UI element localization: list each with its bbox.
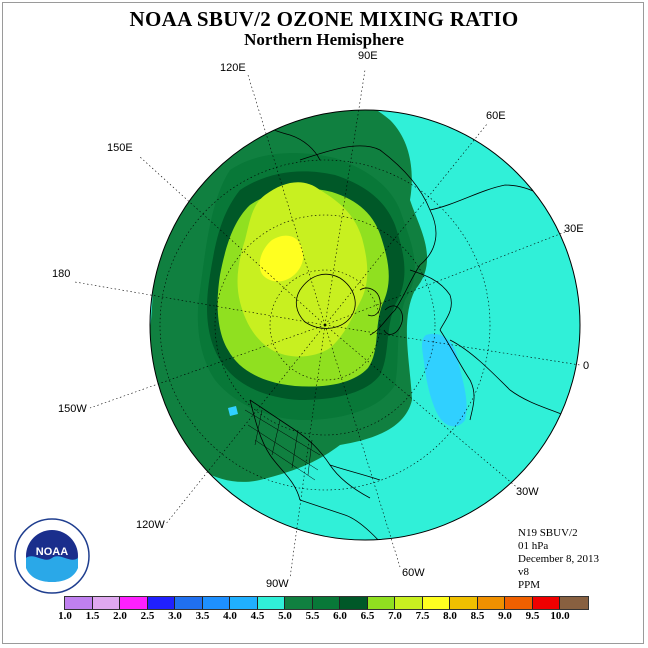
legend-tick-label: 4.5 — [250, 610, 265, 622]
map-subtitle: Northern Hemisphere — [244, 30, 404, 49]
lon-label-90e: 90E — [358, 50, 378, 62]
info-instrument: N19 SBUV/2 — [518, 527, 578, 539]
legend-swatch — [395, 597, 423, 609]
legend-tick-label: 9.0 — [498, 610, 512, 622]
lon-label-0: 0 — [583, 360, 590, 372]
legend-swatch — [477, 597, 505, 609]
logo-text: NOAA — [36, 546, 68, 558]
legend-tick-label: 3.0 — [168, 610, 182, 622]
legend-swatch — [230, 597, 258, 609]
legend-tick-label: 10.0 — [550, 610, 570, 622]
legend-swatch — [92, 597, 120, 609]
graticule — [74, 69, 581, 579]
legend-tick-label: 7.5 — [415, 610, 430, 622]
legend-tick-label: 9.5 — [525, 610, 540, 622]
lon-label-120w: 120W — [136, 519, 165, 531]
color-legend — [64, 596, 589, 610]
contour-7-5 — [259, 235, 304, 282]
lon-label-150w: 150W — [58, 403, 87, 415]
legend-tick-label: 1.0 — [58, 610, 72, 622]
info-version: v8 — [518, 566, 529, 578]
lon-label-120e: 120E — [220, 62, 246, 74]
legend-swatch — [147, 597, 175, 609]
logo-wave — [26, 556, 78, 582]
map-boundary — [149, 109, 581, 541]
legend-swatch — [450, 597, 478, 609]
legend-tick-label: 8.0 — [443, 610, 457, 622]
contour-4-5-low-b — [228, 406, 238, 416]
state-borders — [244, 409, 321, 481]
lon-label-150e: 150E — [107, 142, 133, 154]
legend-tick-label: 1.5 — [85, 610, 100, 622]
legend-swatch — [422, 597, 450, 609]
legend-tick-label: 4.0 — [223, 610, 237, 622]
legend-tick-label: 5.0 — [278, 610, 292, 622]
legend-swatch — [340, 597, 368, 609]
legend-swatch — [202, 597, 230, 609]
legend-tick-label: 6.0 — [333, 610, 347, 622]
lon-label-60w: 60W — [402, 567, 425, 579]
legend-tick-label: 7.0 — [388, 610, 402, 622]
lon-label-180: 180 — [52, 268, 71, 280]
legend-swatch — [65, 597, 93, 609]
legend-swatch — [532, 597, 560, 609]
legend-tick-label: 2.5 — [140, 610, 155, 622]
info-units: PPM — [518, 579, 541, 591]
noaa-logo: NOAA — [14, 518, 90, 594]
lon-label-60e: 60E — [486, 110, 506, 122]
lon-label-30w: 30W — [516, 486, 539, 498]
info-level: 01 hPa — [518, 540, 549, 552]
contour-4-5-low — [422, 333, 467, 427]
legend-swatch — [285, 597, 313, 609]
legend-swatch — [505, 597, 533, 609]
legend-tick-label: 8.5 — [470, 610, 485, 622]
legend-tick-label: 6.5 — [360, 610, 375, 622]
legend-swatch — [312, 597, 340, 609]
legend-swatch — [367, 597, 395, 609]
legend-tick-label: 2.0 — [113, 610, 127, 622]
lon-label-90w: 90W — [266, 578, 289, 590]
map-title: NOAA SBUV/2 OZONE MIXING RATIO — [129, 7, 519, 31]
info-date: December 8, 2013 — [518, 553, 599, 565]
legend-swatch — [560, 597, 588, 609]
legend-tick-label: 3.5 — [195, 610, 210, 622]
info-block: N19 SBUV/2 01 hPa December 8, 2013 v8 PP… — [518, 527, 599, 592]
ozone-field — [150, 110, 580, 540]
contour-7-0 — [237, 182, 368, 357]
lon-label-30e: 30E — [564, 223, 584, 235]
legend-swatch — [120, 597, 148, 609]
legend-swatch — [175, 597, 203, 609]
legend-tick-label: 5.5 — [305, 610, 320, 622]
legend-swatch — [257, 597, 285, 609]
